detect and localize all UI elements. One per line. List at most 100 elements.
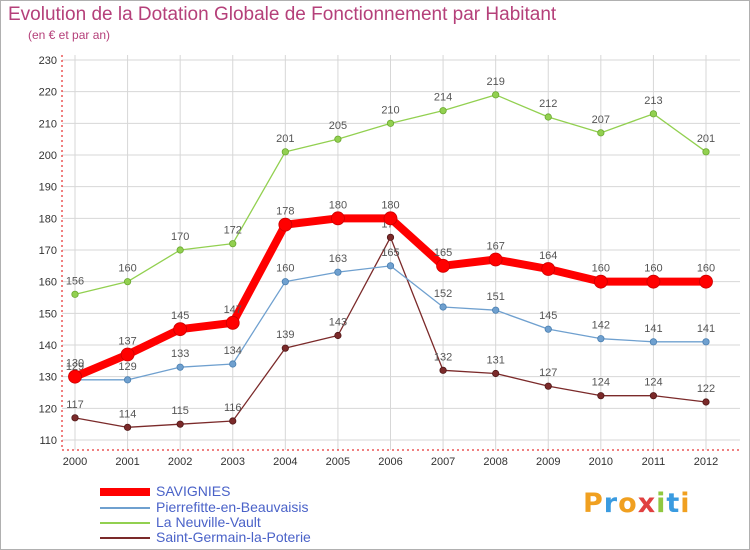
y-tick-label-130: 130 xyxy=(39,372,57,384)
data-point-saint-germain-la-poterie-2006 xyxy=(386,233,395,241)
legend-item-pierrefitte: Pierrefitte-en-Beauvaisis xyxy=(100,500,360,515)
data-label-la-neuville-vault-2002: 170 xyxy=(171,231,189,243)
data-point-la-neuville-vault-2001 xyxy=(123,278,132,286)
data-point-saint-germain-la-poterie-2012 xyxy=(702,398,710,406)
data-label-saint-germain-la-poterie-2012: 122 xyxy=(697,383,715,395)
data-point-la-neuville-vault-2012 xyxy=(702,148,710,156)
x-tick-label-2008: 2008 xyxy=(483,456,507,468)
y-tick-label-150: 150 xyxy=(39,308,57,320)
data-point-savignies-2004 xyxy=(278,217,293,232)
data-label-savignies-2009: 164 xyxy=(539,250,557,262)
data-label-savignies-2001: 137 xyxy=(118,336,136,348)
data-label-saint-germain-la-poterie-2008: 131 xyxy=(486,355,504,367)
data-label-savignies-2005: 180 xyxy=(329,199,347,211)
chart-title: Evolution de la Dotation Globale de Fonc… xyxy=(8,4,557,25)
proxiti-logo: Proxiti xyxy=(583,488,691,519)
data-point-savignies-2012 xyxy=(699,274,713,289)
data-label-savignies-2000: 130 xyxy=(66,358,84,370)
data-point-saint-germain-la-poterie-2002 xyxy=(176,420,184,428)
legend-swatch-la-neuville-vault xyxy=(100,522,150,524)
x-tick-label-2010: 2010 xyxy=(589,456,613,468)
data-point-savignies-2011 xyxy=(646,274,661,289)
data-point-la-neuville-vault-2004 xyxy=(281,148,289,156)
x-tick-label-2001: 2001 xyxy=(115,456,139,468)
data-label-saint-germain-la-poterie-2002: 115 xyxy=(171,405,189,417)
data-label-la-neuville-vault-2001: 160 xyxy=(118,263,136,275)
y-tick-label-160: 160 xyxy=(39,277,57,289)
x-tick-label-2003: 2003 xyxy=(221,456,245,468)
x-tick-label-2011: 2011 xyxy=(642,456,666,468)
data-label-la-neuville-vault-2004: 201 xyxy=(276,133,294,145)
data-point-savignies-2002 xyxy=(173,322,188,337)
legend-item-savignies: SAVIGNIES xyxy=(100,484,360,499)
data-label-savignies-2006: 180 xyxy=(381,199,399,211)
data-label-saint-germain-la-poterie-2009: 127 xyxy=(539,367,557,379)
data-point-pierrefitte-en-beauvaisis-2001 xyxy=(123,376,132,384)
y-tick-label-110: 110 xyxy=(39,435,57,447)
data-point-saint-germain-la-poterie-2001 xyxy=(123,423,132,431)
legend-item-la-neuville-vault: La Neuville-Vault xyxy=(100,515,360,530)
data-label-saint-germain-la-poterie-2003: 116 xyxy=(224,402,242,414)
data-point-pierrefitte-en-beauvaisis-2003 xyxy=(229,360,237,368)
data-point-savignies-2008 xyxy=(488,252,503,267)
x-tick-label-2005: 2005 xyxy=(326,456,350,468)
data-label-la-neuville-vault-2012: 201 xyxy=(697,133,715,145)
y-tick-label-230: 230 xyxy=(39,55,57,67)
data-point-pierrefitte-en-beauvaisis-2012 xyxy=(702,338,710,346)
x-tick-label-2004: 2004 xyxy=(273,456,297,468)
y-tick-label-190: 190 xyxy=(39,182,57,194)
data-point-saint-germain-la-poterie-2000 xyxy=(71,414,79,422)
data-label-pierrefitte-en-beauvaisis-2001: 129 xyxy=(118,361,136,373)
data-label-pierrefitte-en-beauvaisis-2011: 141 xyxy=(644,323,662,335)
data-point-pierrefitte-en-beauvaisis-2008 xyxy=(492,306,500,314)
data-point-savignies-2007 xyxy=(436,258,450,273)
legend-swatch-pierrefitte xyxy=(100,507,150,509)
data-point-la-neuville-vault-2003 xyxy=(229,240,237,248)
data-point-la-neuville-vault-2006 xyxy=(386,119,395,127)
data-point-la-neuville-vault-2007 xyxy=(439,107,447,115)
data-label-savignies-2004: 178 xyxy=(276,206,294,218)
data-label-pierrefitte-en-beauvaisis-2012: 141 xyxy=(697,323,715,335)
data-label-pierrefitte-en-beauvaisis-2000: 129 xyxy=(66,361,84,373)
data-point-la-neuville-vault-2009 xyxy=(544,113,552,121)
data-label-saint-germain-la-poterie-2004: 139 xyxy=(276,329,294,341)
y-tick-label-200: 200 xyxy=(39,150,57,162)
data-point-saint-germain-la-poterie-2008 xyxy=(492,369,500,378)
data-label-la-neuville-vault-2005: 205 xyxy=(329,120,347,132)
legend-label-la-neuville-vault: La Neuville-Vault xyxy=(156,514,261,530)
data-point-savignies-2010 xyxy=(593,274,608,289)
data-label-pierrefitte-en-beauvaisis-2005: 163 xyxy=(329,253,347,265)
data-label-pierrefitte-en-beauvaisis-2004: 160 xyxy=(276,263,294,275)
y-tick-label-220: 220 xyxy=(39,87,57,99)
legend-label-savignies: SAVIGNIES xyxy=(156,483,231,499)
data-label-savignies-2002: 145 xyxy=(171,310,189,322)
x-tick-label-2002: 2002 xyxy=(168,456,192,468)
data-point-savignies-2005 xyxy=(331,211,345,226)
data-point-saint-germain-la-poterie-2005 xyxy=(334,331,342,340)
data-label-saint-germain-la-poterie-2007: 132 xyxy=(434,351,452,363)
data-point-la-neuville-vault-2005 xyxy=(334,135,342,143)
data-label-savignies-2003: 147 xyxy=(224,304,242,316)
y-tick-label-140: 140 xyxy=(39,340,57,352)
legend-item-saint-germain: Saint-Germain-la-Poterie xyxy=(100,530,360,545)
data-point-saint-germain-la-poterie-2010 xyxy=(597,392,605,400)
data-point-la-neuville-vault-2002 xyxy=(176,246,184,254)
data-point-la-neuville-vault-2010 xyxy=(597,129,605,137)
data-label-savignies-2012: 160 xyxy=(697,263,715,275)
data-label-pierrefitte-en-beauvaisis-2010: 142 xyxy=(592,320,610,332)
x-tick-label-2000: 2000 xyxy=(63,456,87,468)
data-label-pierrefitte-en-beauvaisis-2002: 133 xyxy=(171,348,189,360)
data-label-la-neuville-vault-2006: 210 xyxy=(381,104,399,116)
data-point-savignies-2003 xyxy=(225,315,240,330)
data-label-la-neuville-vault-2008: 219 xyxy=(486,76,504,88)
y-tick-label-210: 210 xyxy=(39,118,57,130)
data-label-pierrefitte-en-beauvaisis-2009: 145 xyxy=(539,310,557,322)
data-point-pierrefitte-en-beauvaisis-2005 xyxy=(334,268,342,276)
data-label-pierrefitte-en-beauvaisis-2003: 134 xyxy=(224,345,242,357)
data-point-savignies-2000 xyxy=(68,369,82,384)
data-point-pierrefitte-en-beauvaisis-2002 xyxy=(176,363,184,371)
data-point-saint-germain-la-poterie-2007 xyxy=(439,366,447,374)
data-point-pierrefitte-en-beauvaisis-2006 xyxy=(386,262,395,270)
x-tick-label-2006: 2006 xyxy=(378,456,402,468)
data-label-la-neuville-vault-2010: 207 xyxy=(592,114,610,126)
